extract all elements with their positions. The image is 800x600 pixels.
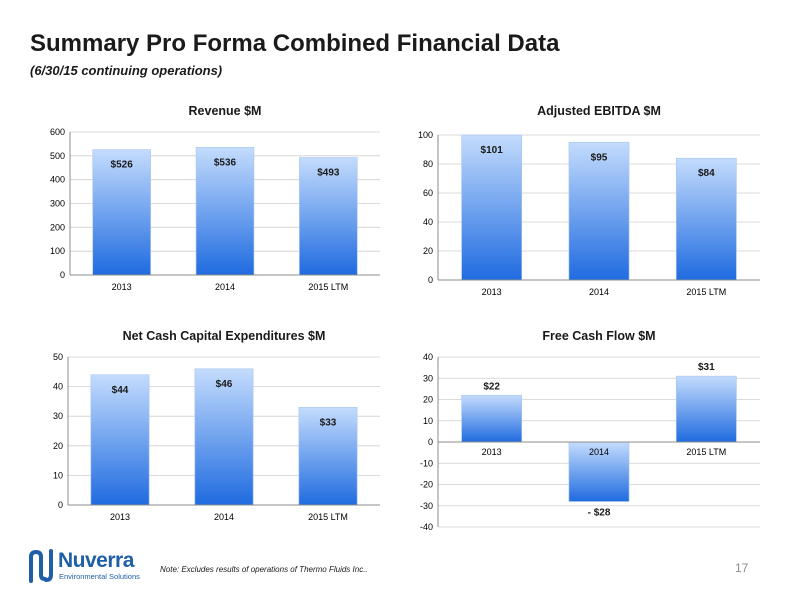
y-tick-label: -30 [420, 501, 433, 511]
footnote: Note: Excludes results of operations of … [160, 565, 368, 574]
fcf-chart-title: Free Cash Flow $M [542, 329, 655, 343]
data-label: $33 [320, 417, 337, 428]
y-tick-label: 20 [53, 441, 63, 451]
data-label: $95 [591, 152, 608, 163]
y-tick-label: 100 [418, 130, 433, 140]
page-number: 17 [735, 561, 749, 575]
x-category-label: 2013 [482, 447, 502, 457]
y-tick-label: 50 [53, 352, 63, 362]
y-tick-label: -40 [420, 522, 433, 532]
y-tick-label: 30 [423, 373, 433, 383]
y-tick-label: 40 [423, 352, 433, 362]
data-label: $493 [317, 168, 340, 179]
capex-chart-title: Net Cash Capital Expenditures $M [123, 329, 326, 343]
data-label: - $28 [588, 508, 611, 519]
data-label: $101 [481, 145, 504, 156]
bar-2015-ltm [675, 375, 737, 443]
logo-name: Nuverra [58, 549, 134, 572]
bar-2015-ltm [298, 407, 358, 506]
revenue-chart: Revenue $M 0 100 200 300 400 500 600 $526 2013 $53… [50, 104, 380, 292]
y-tick-label: 10 [423, 416, 433, 426]
y-tick-label: 0 [58, 500, 63, 510]
y-tick-label: 10 [53, 470, 63, 480]
y-tick-label: 0 [428, 275, 433, 285]
bar-2013 [92, 149, 151, 276]
y-tick-label: 300 [50, 199, 65, 209]
y-tick-label: 600 [50, 127, 65, 137]
x-category-label: 2014 [589, 287, 609, 297]
bar-2014 [194, 368, 254, 506]
company-logo: Nuverra Environmental Solutions [28, 549, 158, 585]
ebitda-chart-title: Adjusted EBITDA $M [537, 104, 661, 118]
data-label: $84 [698, 168, 715, 179]
y-tick-label: 0 [428, 437, 433, 447]
bar-2014 [568, 441, 630, 502]
bar-2015-ltm [299, 157, 358, 276]
y-tick-label: 40 [53, 382, 63, 392]
x-category-label: 2013 [482, 287, 502, 297]
y-tick-label: 60 [423, 188, 433, 198]
bar-2013 [90, 374, 150, 506]
adjusted-ebitda-chart: Adjusted EBITDA $M 0 20 40 60 80 100 $101 2013 $9… [418, 104, 760, 297]
y-tick-label: 0 [60, 270, 65, 280]
data-label: $31 [698, 362, 715, 373]
bar-2014 [195, 146, 255, 276]
bar-2014 [568, 141, 630, 281]
x-category-label: 2015 LTM [686, 447, 726, 457]
y-tick-label: -10 [420, 458, 433, 468]
bar-2015-ltm [675, 157, 737, 281]
x-category-label: 2015 LTM [308, 512, 348, 522]
bar-2013 [461, 134, 523, 281]
nuverra-logo-icon [29, 549, 53, 583]
y-tick-label: -20 [420, 480, 433, 490]
data-label: $22 [483, 381, 500, 392]
x-category-label: 2015 LTM [308, 282, 348, 292]
x-category-label: 2014 [589, 447, 609, 457]
data-label: $536 [214, 157, 237, 168]
y-tick-label: 200 [50, 222, 65, 232]
y-tick-label: 40 [423, 217, 433, 227]
y-tick-label: 20 [423, 246, 433, 256]
x-category-label: 2013 [110, 512, 130, 522]
page-subtitle: (6/30/15 continuing operations) [30, 63, 223, 78]
y-tick-label: 400 [50, 175, 65, 185]
net-cash-capex-chart: Net Cash Capital Expenditures $M 0 10 20 30 4… [53, 329, 380, 522]
data-label: $44 [112, 385, 129, 396]
data-label: $46 [216, 379, 233, 390]
page-title: Summary Pro Forma Combined Financial Dat… [30, 30, 560, 57]
y-tick-label: 30 [53, 411, 63, 421]
y-tick-label: 20 [423, 395, 433, 405]
logo-tagline: Environmental Solutions [59, 572, 140, 581]
y-tick-label: 500 [50, 151, 65, 161]
x-category-label: 2015 LTM [686, 287, 726, 297]
revenue-chart-title: Revenue $M [189, 104, 262, 118]
x-category-label: 2014 [214, 512, 234, 522]
x-category-label: 2014 [215, 282, 235, 292]
data-label: $526 [111, 160, 134, 171]
y-tick-label: 80 [423, 159, 433, 169]
bar-2013 [461, 394, 523, 443]
x-category-label: 2013 [112, 282, 132, 292]
free-cash-flow-chart: Free Cash Flow $M -40 -30 -20 -10 0 10 20 30 40 $2… [420, 329, 760, 532]
y-tick-label: 100 [50, 246, 65, 256]
